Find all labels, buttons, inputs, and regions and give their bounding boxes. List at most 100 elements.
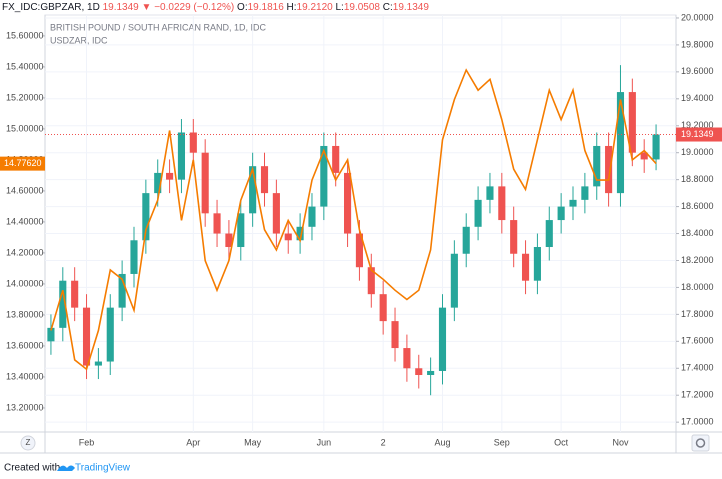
candle-body bbox=[284, 233, 292, 241]
y2-tick-label: 19.2000 bbox=[681, 120, 714, 130]
last-price-tag bbox=[676, 127, 722, 142]
candle-body bbox=[142, 193, 150, 241]
y2-tick-label: 17.6000 bbox=[681, 336, 714, 346]
zoom-button[interactable] bbox=[20, 435, 36, 451]
y-tick-label: 15.20000 bbox=[6, 92, 44, 102]
y-tick-label: 13.80000 bbox=[6, 309, 44, 319]
y-tick-label: 14.40000 bbox=[6, 216, 44, 226]
x-tick-label: Nov bbox=[612, 437, 629, 447]
candle-body bbox=[189, 132, 197, 153]
candle-body bbox=[486, 186, 494, 200]
candle-body bbox=[94, 361, 102, 366]
x-tick-label: May bbox=[244, 437, 262, 447]
ohlc-value: 19.1816 bbox=[247, 2, 284, 13]
y2-tick-label: 17.4000 bbox=[681, 363, 714, 373]
legend-entry: USDZAR, IDC bbox=[50, 35, 108, 45]
y2-tick-label: 19.0000 bbox=[681, 147, 714, 157]
candle-body bbox=[320, 145, 328, 207]
settings-icon[interactable] bbox=[691, 434, 710, 452]
candle-body bbox=[154, 172, 162, 194]
last-value-tag bbox=[0, 156, 45, 171]
candle-body bbox=[474, 199, 482, 227]
candle-body bbox=[533, 247, 541, 281]
symbol: FX_IDC:GBPZAR, 1D bbox=[2, 2, 100, 13]
y-tick-label: 13.60000 bbox=[6, 340, 44, 350]
x-tick-label: Feb bbox=[79, 437, 95, 447]
ohlc-label: O: bbox=[237, 2, 248, 13]
candle-body bbox=[521, 253, 530, 281]
y-tick-label: 14.00000 bbox=[6, 278, 44, 288]
candle-body bbox=[332, 145, 340, 173]
candle-body bbox=[593, 145, 601, 187]
candle-body bbox=[355, 233, 363, 268]
candle-body bbox=[344, 172, 352, 234]
candle-body bbox=[557, 206, 565, 221]
candle-body bbox=[379, 294, 387, 322]
plot-frame bbox=[44, 14, 677, 433]
ohlc-label: H: bbox=[286, 2, 297, 13]
y2-tick-label: 17.8000 bbox=[681, 309, 714, 319]
ohlc-value: 19.0508 bbox=[343, 2, 380, 13]
y2-tick-label: 19.4000 bbox=[681, 93, 714, 103]
footer-text: Created with bbox=[4, 463, 60, 474]
y2-tick-label: 17.2000 bbox=[681, 390, 714, 400]
last-price: 19.1349 bbox=[102, 2, 139, 13]
candle-body bbox=[308, 206, 316, 227]
y-tick-label: 15.40000 bbox=[6, 61, 44, 71]
x-tick-label: 2 bbox=[381, 437, 386, 447]
x-tick-label: Oct bbox=[554, 437, 569, 447]
candle-body bbox=[237, 213, 245, 248]
candle-body bbox=[272, 193, 280, 234]
candle-body bbox=[616, 92, 625, 194]
y2-tick-label: 18.0000 bbox=[681, 282, 714, 292]
candle-body bbox=[403, 348, 411, 369]
candle-body bbox=[166, 172, 174, 180]
candle-body bbox=[545, 220, 553, 248]
y2-tick-label: 19.6000 bbox=[681, 66, 714, 76]
y2-tick-label: 18.2000 bbox=[681, 255, 714, 265]
x-tick-label: Sep bbox=[494, 437, 510, 447]
zoom-button-label[interactable]: Z bbox=[26, 438, 31, 447]
y2-tick-label: 19.8000 bbox=[681, 39, 714, 49]
brand-logo bbox=[57, 465, 75, 471]
candle-body bbox=[106, 307, 114, 362]
candle-body bbox=[367, 267, 375, 295]
line-series bbox=[50, 68, 657, 371]
candle-body bbox=[82, 307, 91, 366]
candle-body bbox=[569, 199, 577, 207]
ohlc-label: L: bbox=[335, 2, 344, 13]
candle-body bbox=[581, 186, 589, 200]
brand: TradingView bbox=[75, 463, 131, 474]
y-tick-label: 13.40000 bbox=[6, 371, 44, 381]
candle-body bbox=[498, 186, 506, 221]
ohlc-label: C: bbox=[382, 2, 393, 13]
candle-body bbox=[438, 307, 447, 371]
candle-body bbox=[462, 226, 470, 254]
x-tick-label: Aug bbox=[434, 437, 450, 447]
header: FX_IDC:GBPZAR, 1D 19.1349 ▼ −0.0229 (−0.… bbox=[2, 2, 429, 13]
candle-body bbox=[510, 220, 518, 254]
candle-body bbox=[118, 273, 126, 308]
y-tick-label: 15.00000 bbox=[6, 123, 44, 133]
y2-tick-label: 18.4000 bbox=[681, 228, 714, 238]
candle-body bbox=[640, 152, 648, 160]
candle-body bbox=[225, 233, 233, 248]
candle-body bbox=[450, 253, 458, 308]
candle-body bbox=[59, 280, 67, 328]
candle-body bbox=[296, 226, 304, 241]
y2-tick-label: 17.0000 bbox=[681, 417, 714, 427]
candle-body bbox=[260, 166, 269, 194]
candle-body bbox=[213, 213, 221, 234]
change: ▼ −0.0229 (−0.12%) bbox=[141, 2, 235, 13]
y-tick-label: 14.60000 bbox=[6, 185, 44, 195]
candle-body bbox=[201, 152, 209, 214]
candle-body bbox=[391, 321, 399, 349]
candle-body bbox=[415, 368, 423, 376]
legend-entry: BRITISH POUND / SOUTH AFRICAN RAND, 1D, … bbox=[50, 22, 267, 32]
y-tick-label: 14.20000 bbox=[6, 247, 44, 257]
candle-body bbox=[605, 145, 613, 194]
last-price-label: 19.1349 bbox=[681, 129, 714, 139]
candle-body bbox=[427, 370, 435, 376]
